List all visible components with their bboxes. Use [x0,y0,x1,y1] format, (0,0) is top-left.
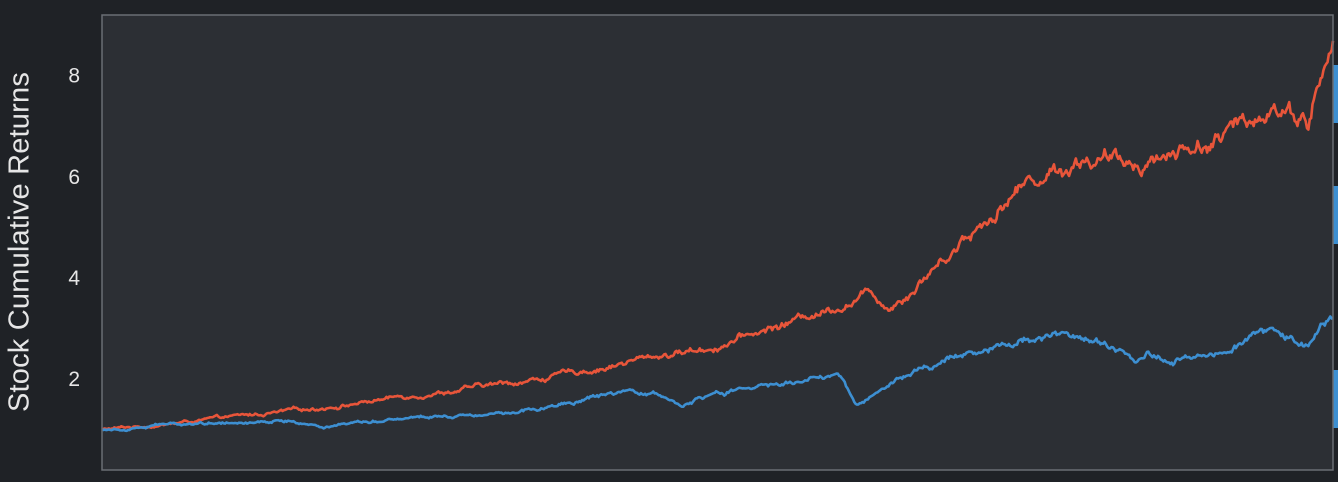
plot-frame [101,14,1334,471]
plot-background [102,15,1333,470]
right-edge-markers [1333,65,1338,428]
series-line-1 [101,40,1335,431]
series-layer [101,40,1335,433]
y-tick-label: 4 [68,267,80,290]
y-tick-label: 8 [68,65,80,88]
series-line-2 [101,315,1334,433]
edge-marker [1333,65,1338,123]
edge-marker [1333,370,1338,428]
edge-marker [1333,186,1338,244]
y-axis-ticks: 2 4 6 8 [68,65,80,391]
y-tick-label: 2 [68,368,80,391]
y-tick-label: 6 [68,166,80,189]
